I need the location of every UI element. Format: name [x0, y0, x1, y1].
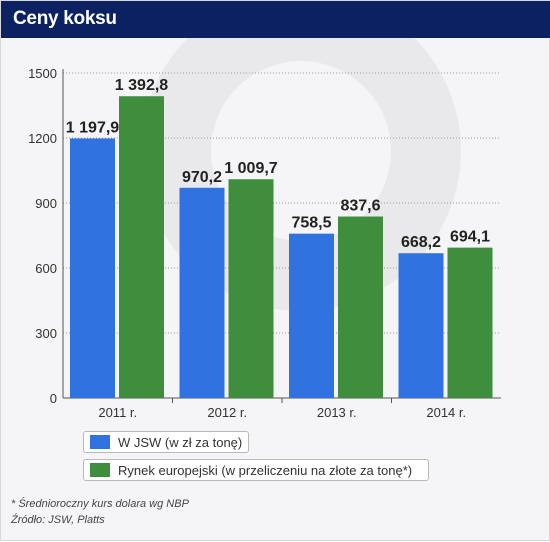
- data-label: 694,1: [450, 229, 490, 246]
- bar: [70, 138, 115, 398]
- x-tick-label: 2011 r.: [98, 405, 137, 420]
- data-label: 1 392,8: [115, 77, 168, 94]
- footnote: * Średnioroczny kurs dolara wg NBP: [11, 498, 189, 510]
- legend-label: Rynek europejski (w przeliczeniu na złot…: [118, 462, 413, 478]
- legend-label: W JSW (w zł za tonę): [118, 434, 243, 450]
- y-tick-label: 600: [35, 261, 57, 276]
- y-tick-label: 0: [50, 391, 57, 406]
- x-tick-label: 2014 r.: [426, 405, 466, 420]
- chart-title: Ceny koksu: [13, 8, 117, 29]
- data-label: 837,6: [340, 198, 380, 215]
- y-tick-label: 1500: [28, 66, 57, 81]
- legend-swatch-green: [90, 463, 110, 477]
- data-label: 668,2: [401, 234, 441, 251]
- legend-item-w-jsw: W JSW (w zł za tonę): [83, 431, 249, 453]
- source-note: Źródło: JSW, Platts: [11, 514, 105, 526]
- bar: [119, 96, 164, 398]
- bar: [447, 247, 493, 398]
- data-label: 1 009,7: [224, 160, 277, 177]
- footer: * Średnioroczny kurs dolara wg NBP Źródł…: [11, 496, 189, 528]
- legend-item-rynek-europejski: Rynek europejski (w przeliczeniu na złot…: [83, 459, 429, 481]
- data-label: 970,2: [182, 169, 222, 186]
- y-tick-label: 900: [35, 196, 57, 211]
- bar: [338, 216, 383, 398]
- x-tick-label: 2012 r.: [207, 405, 247, 420]
- bar: [289, 233, 334, 398]
- y-tick-label: 300: [35, 326, 57, 341]
- data-label: 1 197,9: [66, 119, 119, 136]
- bar: [228, 179, 274, 398]
- title-bar: Ceny koksu: [1, 1, 550, 38]
- bar: [398, 253, 444, 398]
- x-tick-label: 2013 r.: [317, 405, 357, 420]
- y-tick-label: 1200: [28, 131, 57, 146]
- data-label: 758,5: [291, 215, 331, 232]
- bar: [179, 187, 225, 398]
- legend-swatch-blue: [90, 435, 110, 449]
